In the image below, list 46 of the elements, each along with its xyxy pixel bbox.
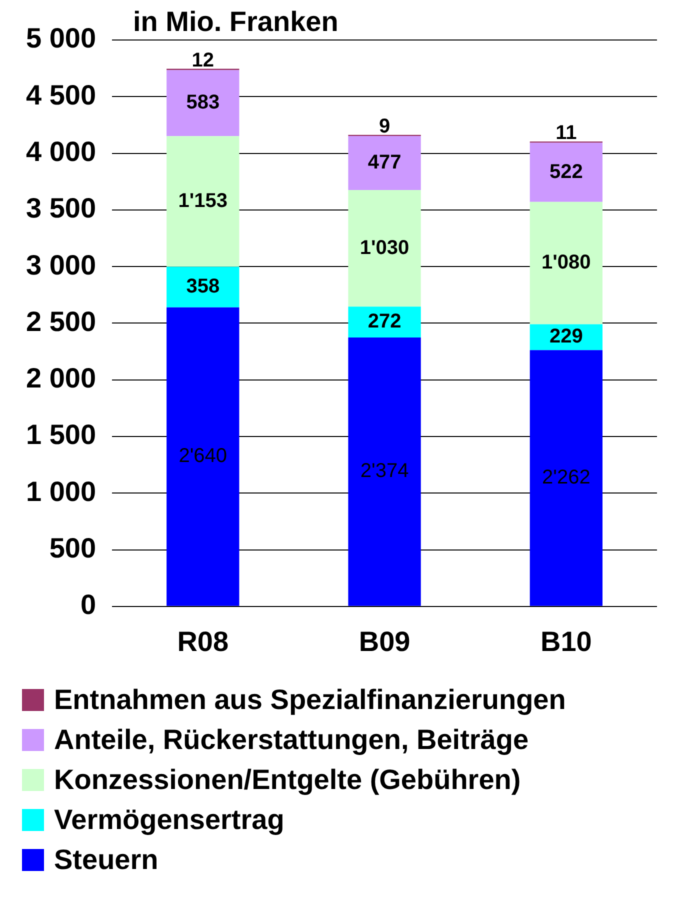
bar [166,136,240,267]
bar [348,306,421,338]
data-label: 229 [549,326,583,348]
legend-label: Vermögensertrag [54,804,284,836]
y-tick-label: 4 000 [26,136,96,167]
data-label: 1'080 [542,252,591,274]
legend-label: Anteile, Rückerstattungen, Beiträge [54,724,529,756]
x-tick-label: B10 [540,626,592,657]
data-label: 9 [378,115,390,138]
data-label: 1'153 [178,190,228,212]
y-tick-label: 0 [80,589,96,620]
bar [530,350,603,606]
bar [530,202,603,324]
bar [348,190,421,307]
bar [166,70,240,136]
data-label: 2'640 [178,445,228,468]
y-tick-label: 3 500 [26,192,96,224]
bar [166,266,240,308]
bar [530,142,603,202]
y-tick-label: 3 000 [26,249,96,280]
data-label: 2'374 [360,460,409,482]
y-tick-label: 4 500 [26,79,96,110]
data-label: 522 [549,160,583,183]
bar [348,136,421,190]
y-tick-label: 1 500 [26,419,96,450]
legend-label: Entnahmen aus Spezialfinanzierungen [54,684,566,716]
y-tick-label: 2 500 [26,306,96,337]
data-label: 12 [192,49,214,72]
legend-label: Konzessionen/Entgelte (Gebühren) [54,764,521,796]
data-label: 477 [368,151,402,174]
data-label: 272 [368,310,402,333]
legend-label: Steuern [54,844,158,876]
y-tick-label: 2 000 [26,362,96,394]
x-tick-label: R08 [177,626,229,657]
x-tick-label: B09 [358,626,410,657]
data-label: 1'030 [360,236,410,259]
bar [166,307,240,606]
data-label: 583 [186,92,220,114]
bar [348,337,421,606]
data-label: 2'262 [542,466,590,489]
y-tick-label: 1 000 [26,476,96,507]
y-tick-label: 500 [49,532,96,564]
y-axis-title: in Mio. Franken [133,6,338,38]
y-tick-label: 5 000 [26,22,96,54]
data-label: 11 [556,122,577,144]
data-label: 358 [186,276,220,298]
